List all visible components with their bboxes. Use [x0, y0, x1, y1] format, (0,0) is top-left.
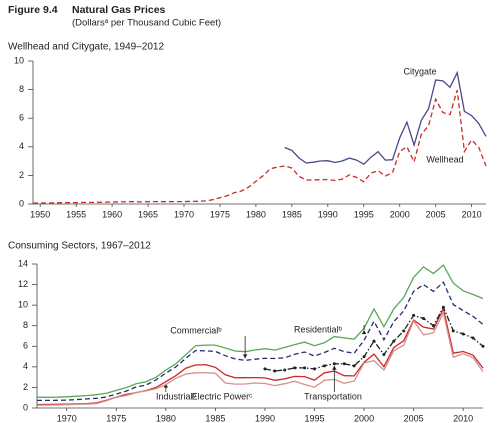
- point: [372, 339, 376, 343]
- point: [303, 366, 307, 370]
- y-tick-label: 14: [18, 258, 28, 268]
- x-tick-label: 1985: [282, 209, 302, 219]
- y-tick-label: 12: [18, 279, 28, 289]
- arrow-head: [361, 330, 367, 335]
- point: [332, 362, 336, 366]
- point: [342, 362, 346, 366]
- arrow-head: [242, 354, 248, 359]
- x-tick-label: 2010: [453, 413, 473, 423]
- figure-title: Natural Gas Prices: [72, 4, 166, 16]
- point: [451, 329, 455, 333]
- x-tick-label: 1995: [304, 413, 324, 423]
- y-tick-label: 4: [19, 141, 24, 151]
- series-line: [37, 281, 484, 402]
- point: [461, 332, 465, 336]
- y-tick-label: 8: [23, 320, 28, 330]
- series-label: Citygate: [403, 66, 436, 76]
- series-label: Industrialᵇ: [156, 391, 197, 401]
- point: [313, 367, 317, 371]
- series-line: [36, 306, 484, 406]
- y-tick-label: 0: [23, 402, 28, 412]
- x-tick-label: 1975: [106, 413, 126, 423]
- point: [362, 355, 366, 359]
- x-tick-label: 2010: [462, 209, 482, 219]
- point: [322, 364, 326, 368]
- series-label: Transportation: [304, 391, 362, 401]
- y-tick-label: 0: [19, 198, 24, 208]
- point: [441, 305, 445, 309]
- series-line: [32, 90, 487, 204]
- x-tick-label: 1985: [205, 413, 225, 423]
- y-tick-label: 10: [14, 55, 24, 65]
- point: [392, 339, 396, 343]
- y-tick-label: 8: [19, 84, 24, 94]
- point: [471, 336, 475, 340]
- point: [352, 364, 356, 368]
- x-tick-label: 1990: [255, 413, 275, 423]
- point: [382, 353, 386, 357]
- series-label: Commercialᵇ: [170, 325, 222, 335]
- y-tick-label: 4: [23, 361, 28, 371]
- x-tick-label: 1990: [318, 209, 338, 219]
- point: [422, 317, 426, 321]
- series-line: [284, 70, 487, 166]
- x-tick-label: 1980: [246, 209, 266, 219]
- x-tick-label: 1960: [102, 209, 122, 219]
- series-label: Wellhead: [426, 154, 463, 164]
- y-tick-label: 2: [23, 382, 28, 392]
- panel-title: Consuming Sectors, 1967–2012: [8, 241, 151, 252]
- point: [293, 366, 297, 370]
- series-line: [37, 264, 484, 398]
- y-tick-label: 2: [19, 170, 24, 180]
- point: [273, 369, 277, 373]
- figure-subtitle: (Dollarsᵃ per Thousand Cubic Feet): [72, 18, 221, 29]
- panel-title: Wellhead and Citygate, 1949–2012: [8, 42, 164, 53]
- x-tick-label: 1975: [210, 209, 230, 219]
- x-tick-label: 2005: [404, 413, 424, 423]
- point: [431, 324, 435, 328]
- x-tick-label: 1980: [156, 413, 176, 423]
- arrow-head: [163, 383, 169, 388]
- x-tick-label: 1970: [174, 209, 194, 219]
- y-tick-label: 10: [18, 300, 28, 310]
- point: [263, 367, 267, 371]
- series-line: [37, 310, 484, 406]
- x-tick-label: 2000: [354, 413, 374, 423]
- figure-number: Figure 9.4: [8, 4, 58, 16]
- point: [481, 344, 485, 348]
- arrow-head: [332, 365, 337, 370]
- series-label: Electric Powerᶜ: [192, 391, 253, 401]
- point: [412, 313, 416, 317]
- point: [402, 329, 406, 333]
- x-tick-label: 1950: [30, 209, 50, 219]
- y-tick-label: 6: [19, 113, 24, 123]
- x-tick-label: 2005: [426, 209, 446, 219]
- x-tick-label: 1965: [138, 209, 158, 219]
- x-tick-label: 1955: [66, 209, 86, 219]
- x-tick-label: 1970: [57, 413, 77, 423]
- x-tick-label: 1995: [354, 209, 374, 219]
- x-tick-label: 2000: [390, 209, 410, 219]
- series-label: Residentialᵇ: [294, 324, 343, 334]
- series-line: [264, 305, 484, 372]
- point: [283, 368, 287, 372]
- y-tick-label: 6: [23, 341, 28, 351]
